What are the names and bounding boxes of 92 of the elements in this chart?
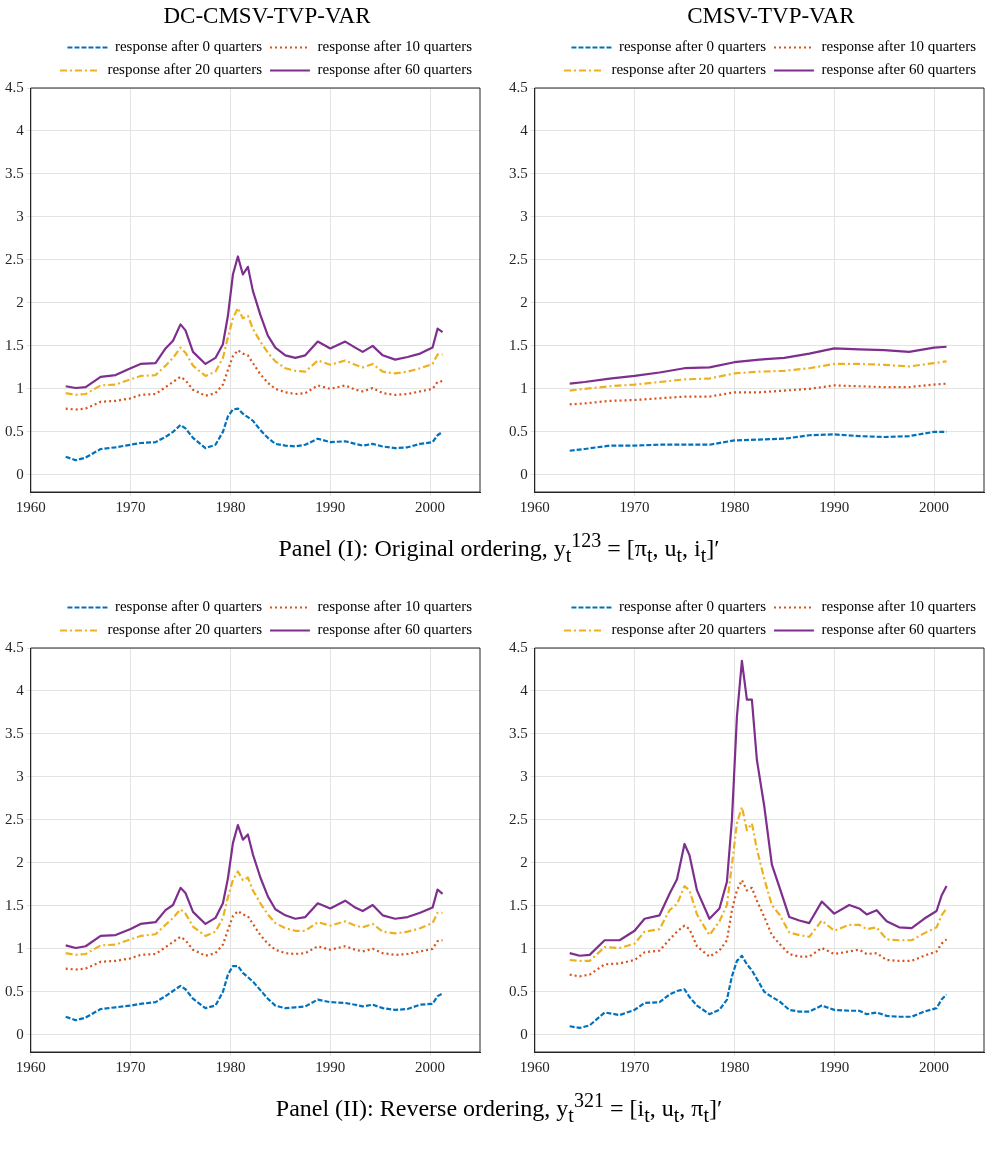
legend-label: response after 0 quarters xyxy=(114,38,263,55)
legend-label: response after 20 quarters xyxy=(107,61,263,78)
y-tick-label: 0 xyxy=(520,465,528,482)
y-tick-label: 3.5 xyxy=(509,164,528,181)
legend-label: response after 10 quarters xyxy=(821,598,977,615)
legend-label: response after 10 quarters xyxy=(317,598,473,615)
y-tick-label: 2 xyxy=(16,853,24,870)
x-tick-label: 1970 xyxy=(115,498,146,515)
y-tick-label: 4 xyxy=(16,121,25,138)
line-series xyxy=(64,909,444,971)
line-series xyxy=(568,878,948,978)
y-tick-label: 4.5 xyxy=(509,638,528,655)
line-series xyxy=(568,360,948,392)
x-tick-label: 1960 xyxy=(15,498,46,515)
legend-label: response after 10 quarters xyxy=(317,38,473,55)
y-tick-label: 3 xyxy=(520,767,528,784)
x-tick-label: 1960 xyxy=(519,1058,550,1075)
legend-label: response after 20 quarters xyxy=(107,621,263,638)
line-series xyxy=(568,430,948,452)
legend-label: response after 0 quarters xyxy=(618,38,767,55)
line-series xyxy=(64,306,444,396)
x-tick-label: 1980 xyxy=(215,1058,246,1075)
legend-label: response after 60 quarters xyxy=(821,61,977,78)
legend-label: response after 20 quarters xyxy=(611,61,767,78)
x-tick-label: 1970 xyxy=(619,498,650,515)
x-tick-label: 1990 xyxy=(315,1058,346,1075)
y-tick-label: 1 xyxy=(520,379,528,396)
y-tick-label: 1.5 xyxy=(509,896,528,913)
x-tick-label: 1980 xyxy=(719,498,750,515)
y-tick-label: 1.5 xyxy=(5,336,24,353)
legend-label: response after 60 quarters xyxy=(317,621,473,638)
line-series xyxy=(568,382,948,406)
y-tick-label: 3.5 xyxy=(5,724,24,741)
line-series xyxy=(64,349,444,411)
y-tick-label: 2.5 xyxy=(509,810,528,827)
y-tick-label: 4.5 xyxy=(509,78,528,95)
line-series xyxy=(64,964,444,1022)
y-tick-label: 0 xyxy=(16,1025,24,1042)
legend-label: response after 20 quarters xyxy=(611,621,767,638)
x-tick-label: 1970 xyxy=(115,1058,146,1075)
line-series xyxy=(568,805,948,962)
x-tick-label: 1990 xyxy=(819,498,850,515)
y-tick-label: 4 xyxy=(520,121,529,138)
line-series xyxy=(64,407,444,462)
y-tick-label: 0.5 xyxy=(509,982,528,999)
y-tick-label: 2.5 xyxy=(5,250,24,267)
x-tick-label: 1980 xyxy=(719,1058,750,1075)
legend-label: response after 0 quarters xyxy=(114,598,263,615)
x-tick-label: 2000 xyxy=(415,1058,446,1075)
x-tick-label: 1960 xyxy=(15,1058,46,1075)
legend-label: response after 0 quarters xyxy=(618,598,767,615)
x-tick-label: 2000 xyxy=(919,498,950,515)
x-tick-label: 1970 xyxy=(619,1058,650,1075)
y-tick-label: 2.5 xyxy=(5,810,24,827)
y-tick-label: 1 xyxy=(16,939,24,956)
text: Panel (II): Reverse ordering, y$_{t}$$^{321}$ = [i$_{t}$, u$_{t}$, π$_{t}$]′ xyxy=(275,1089,723,1126)
x-tick-label: 1990 xyxy=(315,498,346,515)
y-tick-label: 0 xyxy=(520,1025,528,1042)
y-tick-label: 0.5 xyxy=(5,982,24,999)
y-tick-label: 0.5 xyxy=(509,422,528,439)
legend-label: response after 10 quarters xyxy=(821,38,977,55)
text: Panel (I): Original ordering, y$_{t}$$^{123}$ = [π$_{t}$, u$_{t}$, i$_{t}$]′ xyxy=(278,529,720,566)
y-tick-label: 4 xyxy=(16,681,25,698)
x-tick-label: 2000 xyxy=(415,498,446,515)
x-tick-label: 1960 xyxy=(519,498,550,515)
y-tick-label: 0 xyxy=(16,465,24,482)
y-tick-label: 2 xyxy=(520,293,528,310)
x-tick-label: 1990 xyxy=(819,1058,850,1075)
y-tick-label: 4.5 xyxy=(5,638,24,655)
y-tick-label: 4.5 xyxy=(5,78,24,95)
y-tick-label: 3 xyxy=(16,207,24,224)
y-tick-label: 1.5 xyxy=(5,896,24,913)
y-tick-label: 3 xyxy=(16,767,24,784)
x-tick-label: 1980 xyxy=(215,498,246,515)
line-series xyxy=(64,870,444,956)
y-tick-label: 1 xyxy=(16,379,24,396)
y-tick-label: 3.5 xyxy=(5,164,24,181)
y-tick-label: 2.5 xyxy=(509,250,528,267)
line-series xyxy=(568,954,948,1030)
y-tick-label: 2 xyxy=(520,853,528,870)
y-tick-label: 0.5 xyxy=(5,422,24,439)
legend-label: response after 60 quarters xyxy=(821,621,977,638)
x-tick-label: 2000 xyxy=(919,1058,950,1075)
chart-title: CMSV-TVP-VAR xyxy=(686,2,856,30)
y-tick-label: 1 xyxy=(520,939,528,956)
chart-title: DC-CMSV-TVP-VAR xyxy=(162,2,372,30)
y-tick-label: 2 xyxy=(16,293,24,310)
y-tick-label: 1.5 xyxy=(509,336,528,353)
y-tick-label: 3 xyxy=(520,207,528,224)
legend-label: response after 60 quarters xyxy=(317,61,473,78)
y-tick-label: 4 xyxy=(520,681,529,698)
y-tick-label: 3.5 xyxy=(509,724,528,741)
